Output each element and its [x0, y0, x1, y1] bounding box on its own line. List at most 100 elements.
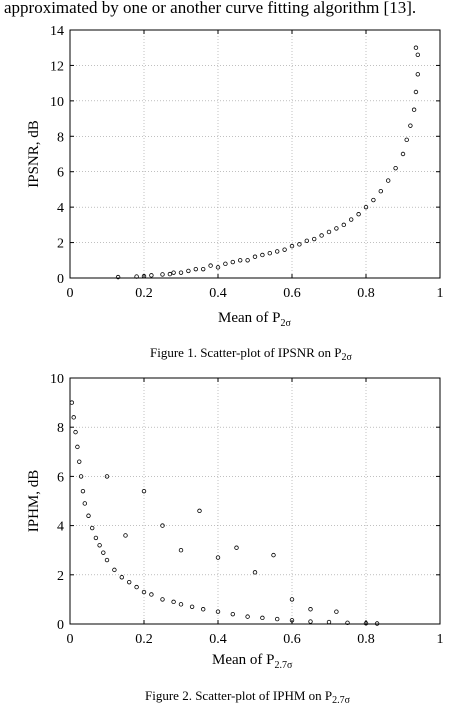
data-point: [252, 254, 258, 259]
data-point: [71, 415, 76, 420]
y-tick-label: 2: [57, 237, 64, 252]
data-point: [400, 151, 406, 157]
data-point: [308, 619, 313, 624]
data-point: [104, 474, 110, 479]
data-point: [78, 474, 84, 479]
x-tick-label: 0.6: [283, 632, 301, 647]
data-point: [393, 165, 398, 171]
data-point: [160, 272, 165, 277]
x-tick-label: 1: [437, 286, 444, 301]
x-tick-label: 0: [67, 632, 74, 647]
data-point: [349, 217, 354, 222]
data-point: [208, 263, 213, 268]
data-point: [304, 238, 309, 243]
data-point: [378, 188, 383, 194]
chart2-points: [69, 400, 380, 626]
chart1-axes-box: [69, 29, 441, 279]
data-point: [319, 233, 324, 238]
chart1-x-axis-label: Mean of P2σ: [218, 310, 292, 329]
intro-text: approximated by one or another curve fit…: [4, 0, 417, 17]
y-tick-label: 12: [50, 59, 64, 74]
data-point: [275, 249, 280, 254]
data-point: [126, 579, 132, 585]
data-point: [197, 508, 202, 514]
data-point: [80, 488, 86, 494]
data-point: [289, 597, 295, 602]
data-point: [193, 266, 198, 272]
data-point: [178, 602, 184, 607]
y-tick-label: 2: [57, 569, 64, 584]
x-tick-label: 1: [437, 632, 444, 647]
y-tick-label: 0: [57, 272, 64, 287]
data-point: [160, 523, 165, 528]
data-point: [386, 178, 391, 183]
data-point: [171, 270, 176, 275]
data-point: [141, 589, 147, 595]
data-point: [123, 533, 128, 538]
figure2-caption: Figure 2. Scatter-plot of IPHM on P2.7σ: [145, 688, 351, 706]
data-point: [252, 570, 258, 575]
y-tick-label: 6: [57, 166, 64, 181]
y-tick-label: 4: [57, 520, 64, 535]
data-point: [119, 575, 124, 580]
chart2-axes-box: [69, 377, 441, 625]
chart1-gridlines: [70, 30, 440, 278]
data-point: [267, 250, 272, 256]
data-point: [86, 513, 91, 518]
chart1-y-axis-label: IPSNR, dB: [26, 120, 42, 188]
x-tick-label: 0.4: [209, 286, 227, 301]
data-point: [415, 72, 420, 77]
data-point: [371, 197, 376, 203]
data-point: [112, 567, 117, 573]
data-point: [275, 616, 280, 622]
x-tick-label: 0.8: [357, 632, 375, 647]
data-point: [189, 604, 195, 609]
chart2-x-axis-label: Mean of P2.7σ: [212, 652, 293, 671]
data-point: [271, 552, 276, 558]
data-point: [356, 212, 361, 217]
data-point: [260, 615, 265, 621]
data-point: [326, 619, 332, 625]
data-point: [141, 488, 147, 494]
data-point: [160, 597, 165, 602]
data-point: [69, 400, 75, 405]
data-point: [93, 535, 99, 541]
data-point: [289, 243, 295, 249]
data-point: [312, 236, 317, 242]
data-point: [326, 229, 332, 235]
data-point: [77, 459, 82, 464]
y-tick-label: 6: [57, 470, 64, 485]
x-tick-label: 0.8: [357, 286, 375, 301]
chart2-y-axis-label: IPHM, dB: [26, 470, 42, 533]
y-tick-label: 14: [50, 24, 64, 39]
data-point: [215, 265, 221, 270]
data-point: [413, 45, 419, 50]
data-point: [334, 609, 339, 614]
data-point: [115, 274, 121, 280]
x-tick-label: 0.6: [283, 286, 301, 301]
data-point: [134, 584, 139, 590]
data-point: [149, 273, 154, 278]
y-tick-label: 10: [50, 372, 64, 387]
data-point: [237, 258, 243, 263]
data-point: [178, 547, 184, 553]
y-tick-label: 4: [57, 201, 64, 216]
data-point: [149, 592, 154, 597]
data-point: [82, 501, 87, 506]
data-point: [413, 89, 419, 95]
data-point: [104, 557, 110, 563]
x-tick-label: 0.2: [135, 632, 153, 647]
chart1-points: [115, 45, 420, 280]
data-point: [97, 543, 102, 548]
data-point: [234, 545, 239, 550]
data-point: [308, 607, 313, 612]
data-point: [245, 258, 250, 263]
data-point: [89, 525, 95, 531]
data-point: [404, 137, 409, 143]
data-point: [345, 620, 350, 625]
y-tick-label: 10: [50, 95, 64, 110]
data-point: [282, 247, 287, 252]
